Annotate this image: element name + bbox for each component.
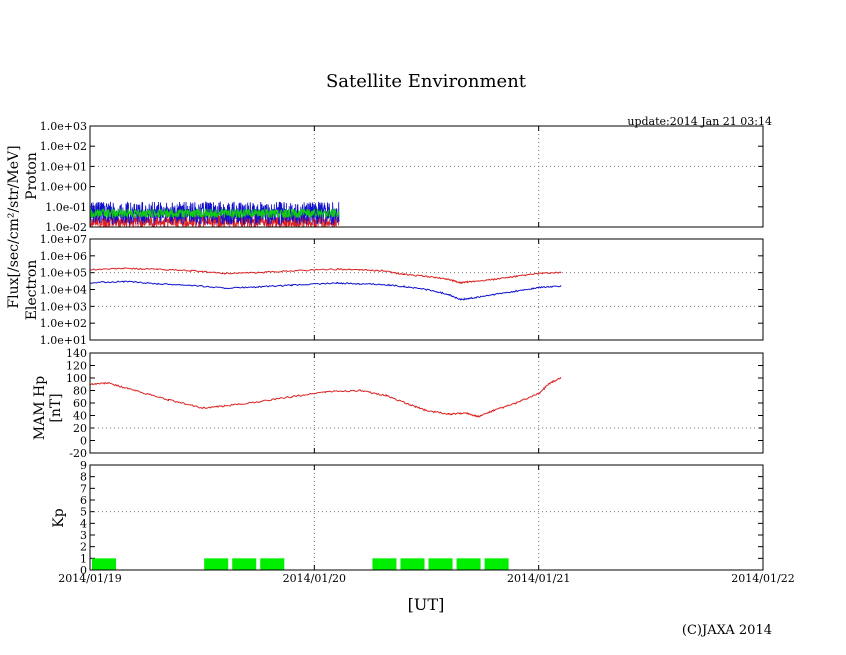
proton-ytick-label: 1.0e+00 <box>40 181 87 194</box>
electron-frame <box>89 238 764 341</box>
mam-ytick-label: 0 <box>80 435 87 448</box>
kp-axis-label: Kp <box>51 508 67 527</box>
proton-red-series <box>89 213 340 229</box>
electron-ytick-label: 1.0e+05 <box>40 267 87 280</box>
mam-axis-label: MAM Hp <box>32 376 48 440</box>
kp-frame <box>89 464 764 571</box>
mam-ytick-label: 120 <box>66 360 87 373</box>
x-axis-label: [UT] <box>408 595 445 614</box>
proton-axis-label: Proton <box>24 152 40 200</box>
mam-ytick-label: 140 <box>66 347 87 360</box>
kp-bar <box>400 558 425 570</box>
proton-frame <box>89 125 764 228</box>
mam-ytick-label: 100 <box>66 372 87 385</box>
kp-ytick-label: 2 <box>80 541 87 554</box>
proton-green-series <box>89 207 340 219</box>
proton-ytick-label: 1.0e+01 <box>40 160 87 173</box>
electron-ytick-label: 1.0e+06 <box>40 250 87 263</box>
kp-ytick-label: 3 <box>80 529 87 542</box>
proton-ytick-label: 1.0e-02 <box>45 221 87 234</box>
kp-ytick-label: 7 <box>80 482 87 495</box>
kp-ytick-label: 4 <box>80 517 87 530</box>
x-tick-label: 2014/01/21 <box>507 572 570 585</box>
mam-ytick-label: 60 <box>73 397 87 410</box>
electron-red-series <box>89 267 562 285</box>
kp-ytick-label: 5 <box>80 506 87 519</box>
mam-Hp-series <box>89 377 562 418</box>
kp-ytick-label: 6 <box>80 494 87 507</box>
kp-bar <box>260 558 285 570</box>
flux-axis-label: Flux[/sec/cm²/str/MeV] <box>6 145 22 308</box>
x-tick-label: 2014/01/19 <box>58 572 121 585</box>
x-tick-label: 2014/01/20 <box>283 572 346 585</box>
electron-ytick-label: 1.0e+01 <box>40 334 87 347</box>
mam-frame <box>89 352 764 454</box>
update-timestamp: update:2014 Jan 21 03:14 <box>627 115 772 128</box>
kp-bar <box>484 558 509 570</box>
electron-ytick-label: 1.0e+07 <box>40 233 87 246</box>
electron-blue-series <box>89 280 562 301</box>
electron-axis-label: Electron <box>24 260 40 321</box>
chart-title: Satellite Environment <box>326 71 527 92</box>
x-tick-label: 2014/01/22 <box>731 572 794 585</box>
kp-bar <box>428 558 453 570</box>
kp-ytick-label: 8 <box>80 471 87 484</box>
mam-ytick-label: 40 <box>73 410 87 423</box>
copyright: (C)JAXA 2014 <box>682 623 772 638</box>
kp-bar <box>232 558 257 570</box>
electron-ytick-label: 1.0e+04 <box>40 284 87 297</box>
kp-bar <box>204 558 229 570</box>
mam-ytick-label: 80 <box>73 385 87 398</box>
mam-ytick-label: -20 <box>69 447 87 460</box>
kp-ytick-label: 0 <box>80 564 87 577</box>
kp-ytick-label: 1 <box>80 552 87 565</box>
kp-bar <box>456 558 481 570</box>
electron-ytick-label: 1.0e+02 <box>40 317 87 330</box>
mam-unit-label: [nT] <box>48 393 64 422</box>
panels-layer: 1.0e-021.0e-011.0e+001.0e+011.0e+021.0e+… <box>40 120 795 585</box>
kp-ytick-label: 9 <box>80 459 87 472</box>
proton-ytick-label: 1.0e+03 <box>40 120 87 133</box>
kp-bar <box>372 558 397 570</box>
proton-panel: 1.0e-02 1.0e-01 1.0e+00 1.0e+01 1.0e+02 1.0e+… <box>40 120 764 234</box>
proton-ytick-label: 1.0e+02 <box>40 140 87 153</box>
electron-panel: 1.0e+01 1.0e+02 1.0e+03 1.0e+04 1.0e+05 1.0e+… <box>40 233 764 347</box>
electron-ytick-label: 1.0e+03 <box>40 300 87 313</box>
proton-ytick-label: 1.0e-01 <box>45 201 87 214</box>
kp-bar <box>92 558 117 570</box>
mam-ytick-label: 20 <box>73 422 87 435</box>
